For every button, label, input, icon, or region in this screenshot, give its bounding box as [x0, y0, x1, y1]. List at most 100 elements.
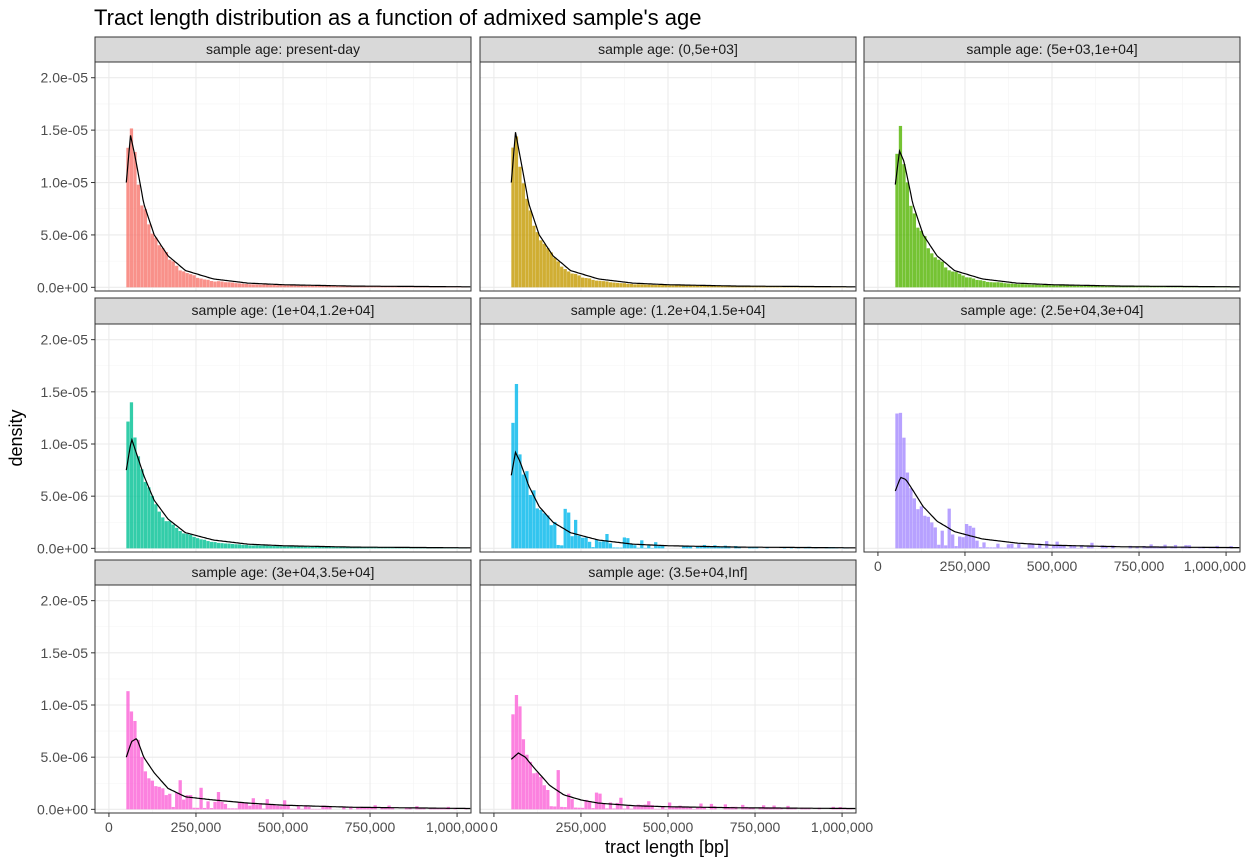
histogram-bar [1072, 285, 1077, 288]
histogram-bar [150, 233, 154, 288]
histogram-bar [688, 285, 693, 288]
histogram-bar [349, 286, 353, 288]
histogram-bar [269, 285, 273, 288]
histogram-bar [958, 273, 962, 288]
histogram-bar [262, 808, 266, 810]
histogram-bar [521, 474, 526, 549]
histogram-bar [136, 184, 141, 288]
histogram-bar [1034, 284, 1038, 288]
histogram-bar [1093, 285, 1098, 288]
histogram-bar [338, 286, 342, 288]
histogram-bar [133, 437, 137, 549]
histogram-bar [674, 285, 679, 288]
histogram-bar [209, 541, 214, 549]
histogram-bar [608, 282, 613, 288]
histogram-bar [647, 544, 651, 549]
histogram-bar [293, 285, 297, 288]
y-tick-label: 1.0e-05 [41, 436, 89, 452]
histogram-bar [1142, 286, 1146, 288]
histogram-bar [192, 275, 196, 288]
histogram-bar [331, 546, 336, 549]
histogram-bar [404, 807, 409, 810]
histogram-bars [895, 125, 1237, 288]
histogram-bar [789, 808, 794, 810]
chart-title: Tract length distribution as a function … [94, 5, 702, 30]
histogram-bar [234, 808, 238, 810]
histogram-bar [1052, 545, 1056, 549]
histogram-bar [1149, 544, 1153, 549]
histogram-bar [178, 530, 182, 549]
histogram-bar [366, 807, 370, 810]
histogram-bar [293, 546, 297, 549]
x-tick-label: 250,000 [171, 819, 222, 835]
histogram-bar [668, 802, 672, 810]
histogram-bar [175, 527, 179, 549]
histogram-bar [234, 544, 238, 549]
histogram-bar [727, 286, 731, 288]
histogram-bar [439, 808, 443, 810]
histogram-bar [147, 224, 151, 288]
x-axis: 0 250,000 500,000 750,000 1,000,000 [874, 552, 1246, 574]
histogram-bar [748, 286, 752, 288]
histogram-bar [902, 437, 906, 549]
histogram-bar [539, 776, 543, 810]
histogram-bar [289, 808, 294, 810]
x-tick-label: 1,000,000 [426, 819, 488, 835]
histogram-bar [727, 807, 731, 810]
histogram-bar [930, 253, 934, 288]
histogram-bar [633, 545, 637, 549]
histogram-bar [968, 525, 972, 549]
histogram-bar [1041, 284, 1045, 288]
panel-border [94, 323, 472, 553]
histogram-bar [1079, 545, 1084, 549]
histogram-bar [223, 282, 228, 288]
histogram-bar [251, 545, 255, 549]
histogram-bar [898, 412, 903, 549]
histogram-bar [157, 786, 161, 810]
histogram-bar [563, 508, 567, 549]
histogram-bar [709, 285, 714, 288]
histogram-bar [328, 546, 332, 549]
histogram-bar [363, 547, 367, 549]
histogram-bar [999, 282, 1004, 288]
x-tick-label: 500,000 [1027, 558, 1078, 574]
y-tick-label: 1.5e-05 [41, 384, 89, 400]
histogram-bar [933, 257, 937, 288]
histogram-bar [1055, 285, 1059, 288]
histogram-bar [390, 807, 395, 810]
histogram-bar [755, 547, 759, 549]
histogram-bar [685, 546, 689, 549]
histogram-bar [975, 540, 979, 549]
histogram-bar [262, 284, 266, 288]
panel-gridlines [480, 62, 856, 291]
histogram-bar [129, 711, 134, 810]
histogram-bar [352, 547, 356, 549]
histogram-bar [338, 547, 342, 549]
x-tick-label: 500,000 [258, 819, 309, 835]
histogram-bar [594, 539, 599, 549]
histogram-bar [171, 524, 175, 549]
histogram-bar [992, 282, 997, 288]
histogram-bar [349, 806, 353, 810]
histogram-bar [992, 547, 997, 549]
histogram-bar [1076, 285, 1080, 288]
histogram-bar [324, 546, 329, 549]
histogram-bar [366, 547, 370, 549]
facet-strip-label: sample age: (1.2e+04,1.5e+04] [571, 302, 766, 318]
histogram-bar [283, 546, 287, 549]
histogram-bar [335, 286, 339, 288]
histogram-bar [164, 252, 168, 288]
histogram-bar [699, 803, 703, 810]
histogram-bar [230, 282, 235, 288]
histogram-bar [709, 547, 714, 549]
histogram-bar [713, 285, 717, 288]
facet-strip [479, 297, 857, 325]
histogram-bar [1006, 544, 1011, 549]
histogram-bar [195, 538, 200, 549]
histogram-bar [296, 806, 301, 810]
histogram-bar [636, 547, 640, 549]
histogram-bar [982, 280, 986, 288]
histogram-bar [556, 261, 560, 288]
histogram-bar [383, 547, 388, 549]
facet-strip [479, 559, 857, 586]
